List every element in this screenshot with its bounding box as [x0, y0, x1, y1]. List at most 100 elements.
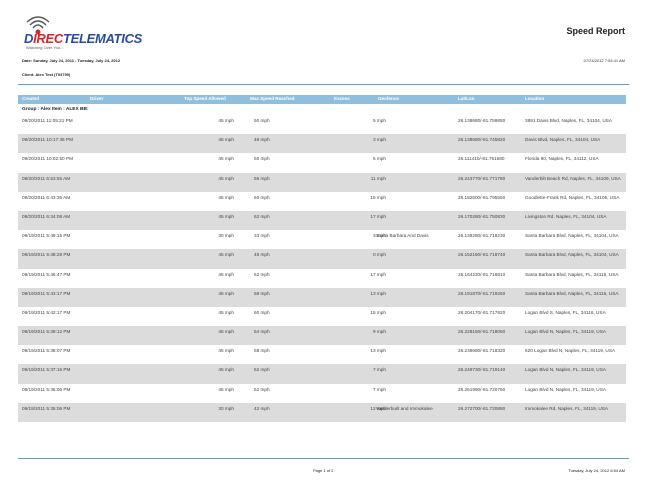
cell-excess: 12 mph: [370, 405, 386, 411]
cell-max-speed: 62 mph: [254, 213, 270, 219]
cell-created: 09/19/2011 5:42:17 PM: [22, 309, 71, 315]
column-header-location: Location: [525, 96, 545, 101]
cell-top-speed: 30 mph: [218, 405, 234, 411]
table-row: 09/19/2011 5:49:15 PM 30 mph 33 mph 3 mph Sa…: [18, 230, 626, 249]
cell-max-speed: 48 mph: [254, 137, 270, 143]
table-row: 09/19/2011 5:42:17 PM 45 mph 60 mph 15 mph 2…: [18, 307, 626, 326]
cell-max-speed: 58 mph: [254, 348, 270, 354]
cell-location: Immokalee Rd, Naples, FL, 34119, USA: [525, 405, 609, 411]
cell-excess: 13 mph: [370, 348, 386, 354]
cell-created: 09/20/2011 11:05:21 PM: [22, 118, 73, 123]
cell-location: Logan Blvd S, Naples, FL, 34116, USA: [525, 309, 606, 315]
cell-top-speed: 45 mph: [218, 367, 234, 373]
cell-top-speed: 45 mph: [218, 348, 234, 354]
signal-logo-icon: [26, 16, 50, 35]
cell-location: Logan Blvd N, Naples, FL, 34119, USA: [525, 329, 606, 335]
page-number: Page 1 of 2: [313, 468, 334, 473]
cell-created: 09/19/2011 5:35:06 PM: [22, 405, 71, 411]
cell-max-speed: 33 mph: [254, 233, 270, 239]
table-row: 09/19/2011 5:37:16 PM 45 mph 52 mph 7 mph 26…: [18, 364, 626, 384]
header-divider: [18, 84, 629, 85]
cell-top-speed: 45 mph: [218, 118, 234, 123]
speed-table: Created Driver Top Speed Allowed Max Spe…: [18, 95, 626, 422]
cell-latlon: 26.191870/-81.719250: [458, 290, 506, 296]
printed-timestamp: 07/24/2012 7:54:41 AM: [583, 58, 625, 63]
column-header-excess: Excess: [334, 96, 350, 101]
cell-location: Santa Barbara Blvd, Naples, FL, 34104, U…: [525, 233, 619, 239]
table-row: 09/19/2011 5:35:06 PM 30 mph 42 mph 12 mph V…: [18, 402, 626, 422]
cell-top-speed: 45 mph: [218, 386, 234, 392]
cell-excess: 5 mph: [372, 156, 386, 162]
cell-location: 620 Logan Blvd N, Naples, FL, 34119, USA: [525, 348, 616, 354]
cell-excess: 7 mph: [372, 386, 386, 392]
cell-max-speed: 54 mph: [254, 329, 270, 335]
cell-excess: 17 mph: [370, 271, 386, 277]
footer-date: Tuesday, July 24, 2012 6:54 AM: [568, 468, 625, 473]
table-row: 09/19/2011 5:39:12 PM 45 mph 54 mph 9 mph 26…: [18, 326, 626, 346]
table-row: 09/19/2011 5:43:17 PM 45 mph 58 mph 13 mph 2…: [18, 287, 626, 307]
cell-excess: 3 mph: [372, 137, 386, 143]
cell-excess: 3 mph: [372, 233, 386, 239]
cell-location: Santa Barbara Blvd, Naples, FL, 34116, U…: [525, 271, 619, 277]
cell-max-speed: 42 mph: [254, 405, 270, 411]
column-header-driver: Driver: [90, 96, 104, 101]
table-row: 09/19/2011 5:38:07 PM 45 mph 58 mph 13 mph 2…: [18, 345, 626, 364]
cell-created: 09/20/2011 6:53:55 AM: [22, 175, 71, 181]
cell-max-speed: 60 mph: [254, 194, 270, 200]
cell-latlon: 26.272700/-81.720890: [458, 405, 506, 411]
table-row: 09/19/2011 5:46:47 PM 45 mph 62 mph 17 mph 2…: [18, 269, 626, 288]
cell-location: Goodlette-Frank Rd, Naples, FL, 34105, U…: [525, 194, 620, 200]
cell-top-speed: 45 mph: [218, 290, 234, 296]
cell-latlon: 26.164220/-81.718810: [458, 271, 506, 277]
cell-max-speed: 52 mph: [254, 367, 270, 373]
cell-top-speed: 45 mph: [218, 252, 234, 258]
cell-top-speed: 45 mph: [218, 271, 234, 277]
cell-max-speed: 50 mph: [254, 118, 270, 123]
cell-latlon: 26.239680/-81.718320: [458, 348, 506, 354]
cell-latlon: 26.243770/-81.771780: [458, 175, 506, 181]
cell-location: Santa Barbara Blvd, Naples, FL, 34104, U…: [525, 252, 619, 258]
cell-location: Santa Barbara Blvd, Naples, FL, 34116, U…: [525, 290, 619, 296]
cell-created: 09/20/2011 10:02:50 PM: [22, 156, 73, 162]
cell-location: Florida 90, Naples, FL, 34112, USA: [525, 156, 599, 162]
cell-excess: 9 mph: [372, 329, 386, 335]
cell-location: Vanderbilt Beach Rd, Naples, FL, 34109, …: [525, 175, 621, 181]
cell-latlon: 26.228150/-81.718050: [458, 329, 506, 335]
date-range: Date: Sunday, July 24, 2011 - Tuesday, J…: [22, 58, 121, 63]
client-label: Client: Alex Test (T93799): [22, 72, 71, 77]
cell-excess: 17 mph: [370, 213, 386, 219]
cell-geofence: Vanderbuilt and Immokalee: [376, 405, 433, 411]
column-header-latlon: Lat\Lon: [458, 96, 475, 101]
table-row: 09/19/2011 5:48:28 PM 45 mph 45 mph 0 mph 26…: [18, 249, 626, 269]
cell-created: 09/19/2011 5:36:06 PM: [22, 386, 71, 392]
cell-excess: 7 mph: [372, 367, 386, 373]
table-header: Created Driver Top Speed Allowed Max Spe…: [18, 95, 626, 104]
cell-latlon: 26.204170/-81.717820: [458, 309, 506, 315]
group-header: Group : Alex Item : ALEX BB:: [18, 104, 626, 115]
table-row: 09/20/2011 10:17:36 PM 45 mph 48 mph 3 mph 2…: [18, 134, 626, 154]
cell-top-speed: 45 mph: [218, 137, 234, 143]
cell-created: 09/19/2011 5:46:47 PM: [22, 271, 71, 277]
cell-excess: 11 mph: [370, 175, 386, 181]
cell-max-speed: 62 mph: [254, 271, 270, 277]
cell-excess: 13 mph: [370, 290, 386, 296]
cell-excess: 0 mph: [372, 252, 386, 258]
cell-max-speed: 60 mph: [254, 309, 270, 315]
cell-top-speed: 30 mph: [218, 233, 234, 239]
table-row: 09/20/2011 6:34:08 AM 45 mph 62 mph 17 mph 2…: [18, 210, 626, 231]
cell-location: 3891 Davis Blvd, Naples, FL, 34104, USA: [525, 118, 613, 123]
table-row: 09/20/2011 6:53:55 AM 45 mph 56 mph 11 mph 2…: [18, 172, 626, 192]
cell-max-speed: 50 mph: [254, 156, 270, 162]
cell-created: 09/19/2011 5:39:12 PM: [22, 329, 71, 335]
table-row: 09/19/2011 5:36:06 PM 45 mph 52 mph 7 mph 26…: [18, 384, 626, 403]
cell-latlon: 26.138680/-81.759850: [458, 118, 506, 123]
cell-latlon: 26.152160/-81.718740: [458, 252, 506, 258]
cell-latlon: 26.170280/-81.750830: [458, 213, 506, 219]
cell-max-speed: 58 mph: [254, 290, 270, 296]
column-header-geofence: Geofence: [378, 96, 399, 101]
cell-latlon: 26.138680/-81.745820: [458, 137, 506, 143]
cell-created: 09/19/2011 5:48:28 PM: [22, 252, 71, 258]
cell-location: Logan Blvd N, Naples, FL, 34119, USA: [525, 367, 606, 373]
table-row: 09/20/2011 10:02:50 PM 45 mph 50 mph 5 mph 2…: [18, 153, 626, 172]
cell-created: 09/19/2011 5:37:16 PM: [22, 367, 71, 373]
